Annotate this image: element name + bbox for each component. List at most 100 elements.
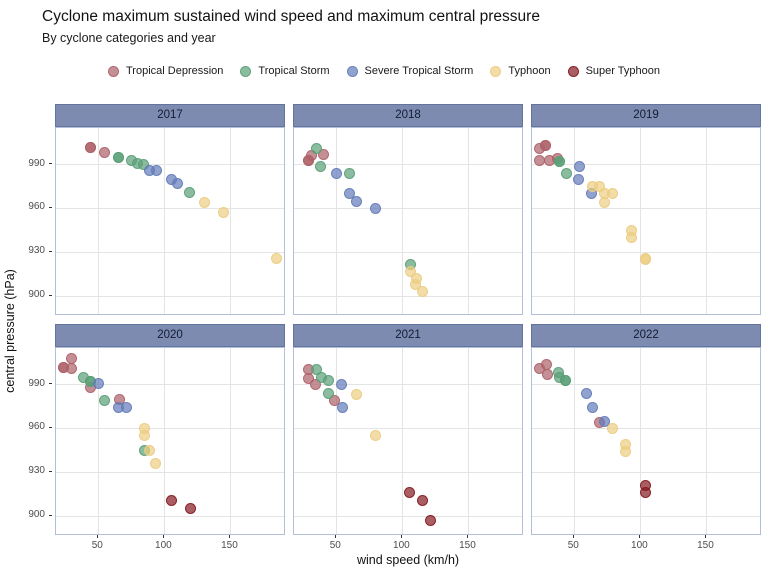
- gridline-vertical: [573, 128, 575, 314]
- data-point-ty: [218, 207, 230, 219]
- data-point-sty: [640, 487, 652, 499]
- x-tick-mark: [704, 535, 706, 538]
- legend-label: Tropical Depression: [126, 65, 224, 77]
- chart-title: Cyclone maximum sustained wind speed and…: [42, 8, 540, 25]
- gridline-horizontal: [56, 251, 284, 253]
- facet-strip-2020: 2020: [55, 324, 285, 347]
- x-tick-label: 50: [329, 540, 341, 551]
- chart-subtitle: By cyclone categories and year: [42, 31, 216, 45]
- data-point-td: [539, 140, 551, 152]
- data-point-sts: [330, 167, 342, 179]
- data-point-sts: [344, 188, 356, 200]
- gridline-vertical: [335, 348, 337, 534]
- legend-label: Severe Tropical Storm: [364, 65, 474, 77]
- x-tick-mark: [334, 535, 336, 538]
- gridline-vertical: [705, 348, 707, 534]
- x-tick-label: 100: [393, 540, 410, 551]
- data-point-ty: [416, 286, 428, 298]
- y-tick-mark: [49, 206, 52, 208]
- gridline-horizontal: [294, 295, 522, 297]
- data-point-ts: [112, 151, 124, 163]
- y-tick-label: 930: [28, 465, 45, 477]
- legend: Tropical Depression Tropical Storm Severe …: [0, 65, 768, 77]
- gridline-vertical: [229, 348, 231, 534]
- legend-label: Tropical Storm: [258, 65, 330, 77]
- gridline-horizontal: [294, 164, 522, 166]
- facet-panel-2018: [293, 127, 523, 315]
- data-point-sts: [572, 173, 584, 185]
- data-point-ty: [370, 430, 382, 442]
- x-tick-label: 150: [697, 540, 714, 551]
- data-point-ts: [137, 159, 149, 171]
- legend-key-dot-ty: [490, 65, 502, 77]
- y-tick-mark: [49, 163, 52, 165]
- gridline-horizontal: [56, 427, 284, 429]
- data-point-sty: [403, 487, 415, 499]
- x-tick-mark: [96, 535, 98, 538]
- y-tick-mark: [49, 426, 52, 428]
- gridline-horizontal: [294, 515, 522, 517]
- gridline-horizontal: [294, 471, 522, 473]
- gridline-horizontal: [532, 515, 760, 517]
- data-point-td: [534, 362, 546, 374]
- gridline-vertical: [467, 348, 469, 534]
- data-point-sts: [370, 202, 382, 214]
- data-point-ts: [554, 156, 566, 168]
- data-point-ty: [625, 232, 637, 244]
- facet-panel-2020: [55, 347, 285, 535]
- x-tick-mark: [466, 535, 468, 538]
- y-tick-label: 990: [28, 377, 45, 389]
- gridline-horizontal: [532, 471, 760, 473]
- legend-item-ty: Typhoon: [490, 65, 551, 77]
- facet-panel-2017: [55, 127, 285, 315]
- y-tick-label: 900: [28, 509, 45, 521]
- data-point-ts: [560, 167, 572, 179]
- data-point-ty: [149, 458, 161, 470]
- y-axis-title: central pressure (hPa): [3, 269, 17, 393]
- gridline-vertical: [163, 128, 165, 314]
- gridline-vertical: [573, 348, 575, 534]
- x-tick-label: 150: [459, 540, 476, 551]
- data-point-ts: [184, 186, 195, 198]
- gridline-horizontal: [56, 384, 284, 386]
- x-axis-title: wind speed (km/h): [356, 553, 460, 567]
- gridline-horizontal: [294, 384, 522, 386]
- gridline-vertical: [97, 128, 99, 314]
- data-point-td: [303, 373, 315, 385]
- gridline-horizontal: [532, 251, 760, 253]
- facet-panel-2021: [293, 347, 523, 535]
- data-point-ts: [344, 167, 356, 179]
- facet-strip-2021: 2021: [293, 324, 523, 347]
- data-point-sts: [120, 402, 132, 414]
- gridline-horizontal: [532, 295, 760, 297]
- data-point-sts: [92, 377, 104, 389]
- gridline-horizontal: [56, 515, 284, 517]
- y-tick-mark: [49, 250, 52, 252]
- x-tick-mark: [572, 535, 574, 538]
- data-point-td: [84, 141, 96, 153]
- data-point-td: [542, 368, 554, 380]
- x-tick-mark: [228, 535, 230, 538]
- x-tick-mark: [638, 535, 640, 538]
- gridline-vertical: [639, 128, 641, 314]
- data-point-ty: [607, 188, 619, 200]
- data-point-sty: [165, 494, 177, 506]
- data-point-ty: [599, 197, 611, 209]
- facet-strip-2017: 2017: [55, 104, 285, 127]
- gridline-vertical: [705, 128, 707, 314]
- data-point-ts: [559, 374, 571, 386]
- y-tick-label: 990: [28, 157, 45, 169]
- data-point-sts: [350, 195, 362, 207]
- gridline-vertical: [163, 348, 165, 534]
- gridline-vertical: [335, 128, 337, 314]
- gridline-horizontal: [56, 164, 284, 166]
- gridline-horizontal: [294, 427, 522, 429]
- data-point-td: [329, 395, 341, 407]
- x-tick-label: 50: [567, 540, 579, 551]
- data-point-sts: [172, 178, 184, 190]
- x-tick-label: 50: [91, 540, 103, 551]
- data-point-sts: [587, 402, 599, 414]
- data-point-sty: [416, 494, 428, 506]
- data-point-td: [99, 147, 111, 159]
